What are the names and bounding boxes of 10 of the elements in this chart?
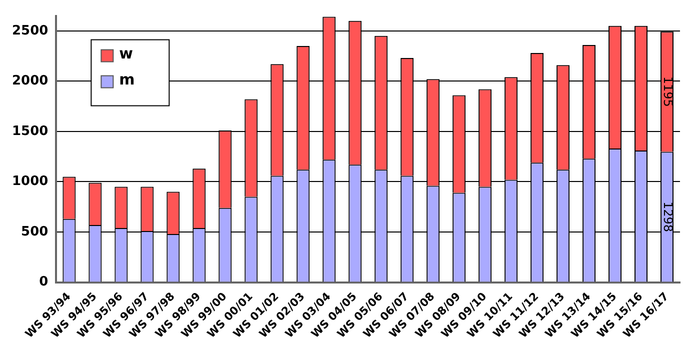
y-tick-label: 1500 — [12, 124, 48, 139]
data-label: 1298 — [660, 202, 675, 232]
y-tick-label: 500 — [21, 224, 48, 240]
y-tick-label: 1000 — [12, 174, 48, 190]
legend-label: m — [119, 70, 135, 89]
y-tick-label: 2000 — [12, 74, 48, 89]
y-tick-label: 0 — [39, 274, 48, 290]
legend-label: w — [119, 44, 134, 63]
data-label: 1195 — [660, 76, 675, 107]
y-tick-label: 2500 — [12, 23, 48, 38]
